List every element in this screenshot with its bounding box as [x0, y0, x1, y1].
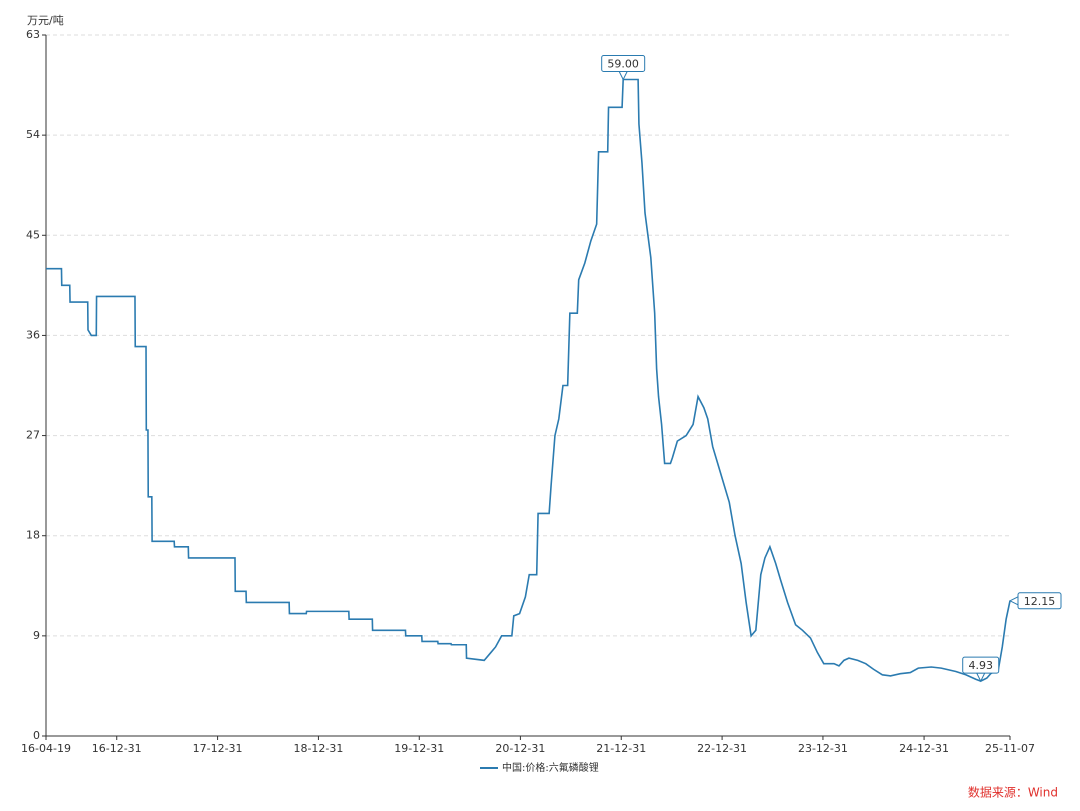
x-tick-label: 23-12-31	[798, 742, 848, 755]
source: 数据来源：Wind	[968, 785, 1058, 800]
y-tick-label: 54	[26, 128, 40, 141]
y-axis-label: 万元/吨	[27, 14, 64, 27]
x-tick-label: 16-04-19	[21, 742, 71, 755]
x-tick-label: 20-12-31	[495, 742, 545, 755]
annotation-label: 12.15	[1024, 595, 1056, 608]
annotation-label: 59.00	[607, 58, 639, 71]
annotation-box	[601, 55, 646, 73]
x-tick-label: 22-12-31	[697, 742, 747, 755]
x-tick-label: 25-11-07	[985, 742, 1035, 755]
annotation-box	[962, 656, 1000, 674]
x-tick-label: 24-12-31	[899, 742, 949, 755]
y-tick-label: 0	[33, 729, 40, 742]
y-tick-label: 63	[26, 28, 40, 41]
annotation-pointer	[618, 71, 628, 81]
y-tick-label: 27	[26, 429, 40, 442]
annotation-box	[1017, 592, 1062, 610]
x-tick-label: 17-12-31	[193, 742, 243, 755]
series-line	[46, 78, 1011, 683]
y-tick-label: 36	[26, 328, 40, 341]
x-tick-label: 16-12-31	[92, 742, 142, 755]
y-tick-label: 45	[26, 228, 40, 241]
annotation-pointer	[1008, 595, 1019, 606]
legend-label: 中国:价格:六氟磷酸锂	[502, 761, 599, 774]
y-tick-label: 18	[26, 529, 40, 542]
y-tick-label: 9	[33, 629, 40, 642]
x-tick-label: 21-12-31	[596, 742, 646, 755]
x-tick-label: 19-12-31	[394, 742, 444, 755]
x-tick-label: 18-12-31	[293, 742, 343, 755]
annotation-label: 4.93	[968, 659, 993, 672]
